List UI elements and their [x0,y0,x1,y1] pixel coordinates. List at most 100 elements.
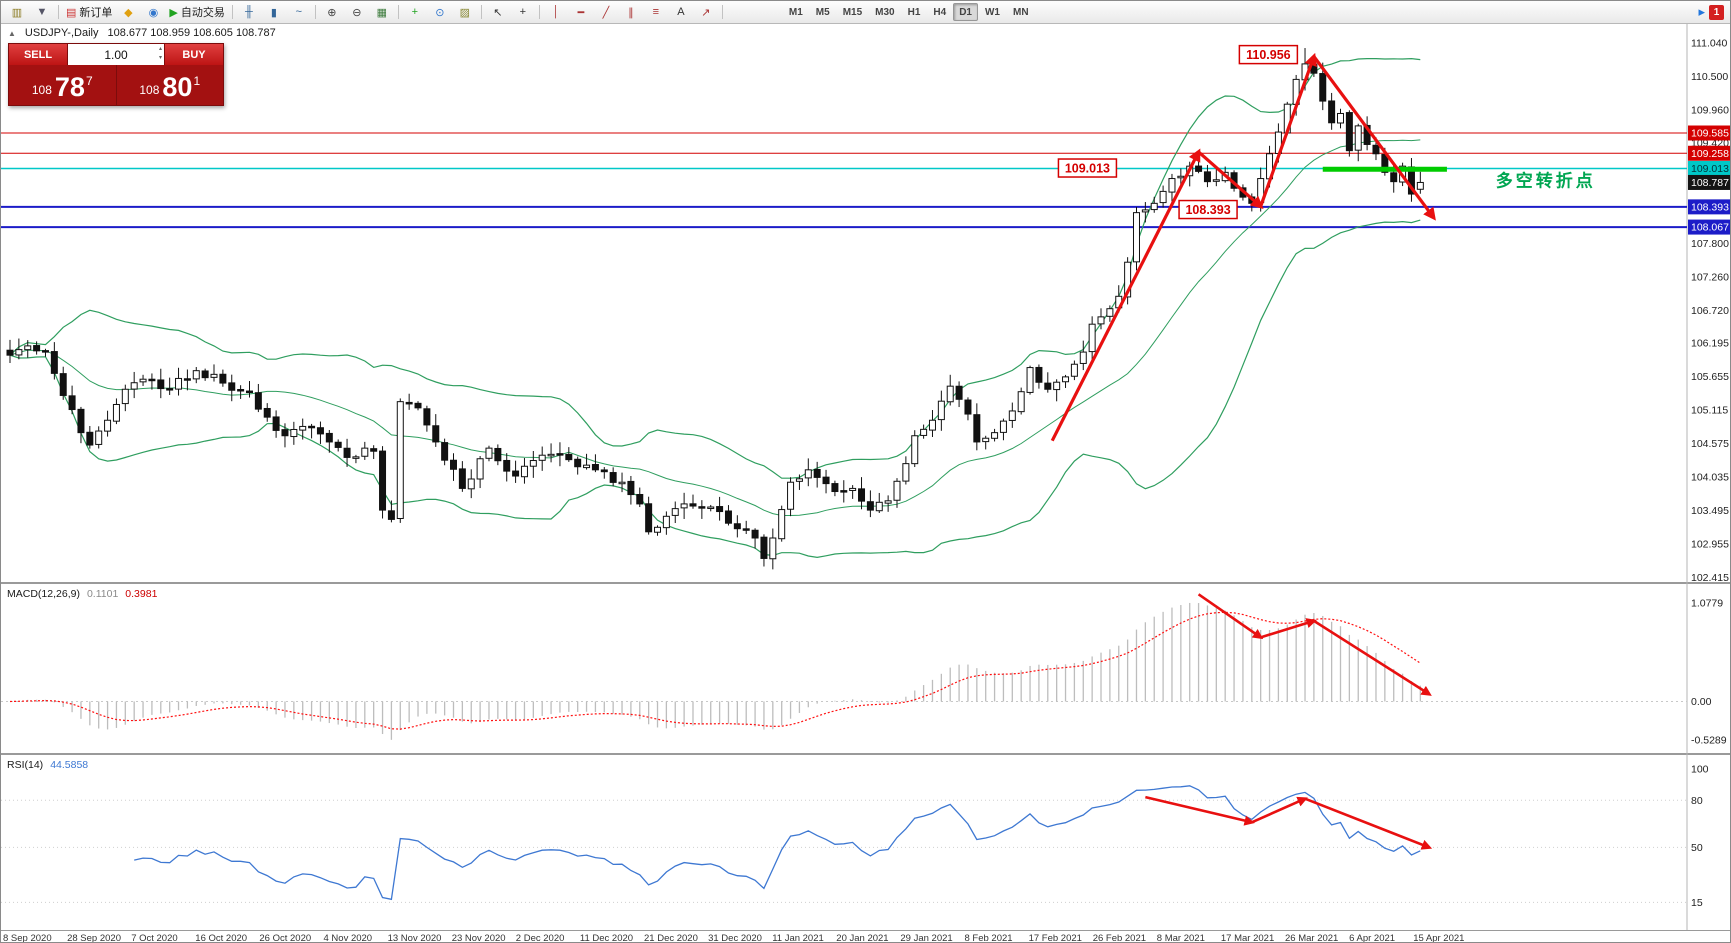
toolbar-separator [58,5,59,19]
rsi-name: RSI(14) [7,759,44,771]
price-axis-label: 109.960 [1691,104,1729,116]
trendline-button[interactable]: ╱ [594,2,618,22]
profiles-icon: ▼ [36,6,48,18]
zoom-out-button[interactable]: ⊖ [345,2,369,22]
vertical-line-button[interactable]: │ [544,2,568,22]
timeframe-m1-button[interactable]: M1 [788,6,803,18]
crosshair-button[interactable]: + [511,2,535,22]
timeframe-d1-button[interactable]: D1 [953,3,978,21]
time-axis-label: 28 Sep 2020 [67,933,121,943]
trend-arrow-macd[interactable] [1313,619,1432,696]
trend-arrow-main[interactable] [1197,150,1264,209]
price-axis-badge-text: 108.393 [1691,201,1729,213]
chart-pointer-icon[interactable]: ▸ [1698,4,1705,19]
one-click-toggle-icon[interactable]: ▲ [8,28,16,38]
zoom-in-icon: ⊕ [327,6,337,19]
time-axis-label: 13 Nov 2020 [388,933,442,943]
price-tag-text: 109.013 [1065,162,1110,176]
channel-button[interactable]: ∥ [619,2,643,22]
time-axis-label: 8 Sep 2020 [3,933,52,943]
volume-down-icon[interactable]: ▾ [158,55,162,61]
trend-arrow-main[interactable] [1050,148,1201,442]
time-axis-label: 21 Dec 2020 [644,933,698,943]
price-axis-label: 106.195 [1691,338,1729,350]
time-axis-label: 17 Feb 2021 [1029,933,1082,943]
timeframe-m15-button[interactable]: M15 [842,6,863,18]
time-axis-label: 6 Apr 2021 [1349,933,1395,943]
macd-axis-label: 1.0779 [1691,597,1723,609]
timeframe-w1-button[interactable]: W1 [984,6,1000,18]
timeframe-m5-button[interactable]: M5 [815,6,830,18]
arrows-button[interactable]: ↗ [694,2,718,22]
scripts-button[interactable]: ◉ [141,2,165,22]
rsi-axis-label: 15 [1691,897,1703,909]
trend-arrow-rsi[interactable] [1304,797,1433,850]
volume-field[interactable]: 1.00 ▴ ▾ [67,44,165,65]
turning-point-annotation[interactable]: 多空转折点 [1496,171,1596,191]
toolbar-separator [538,5,540,19]
new-order-button-label: 新订单 [79,7,113,19]
templates-button[interactable]: ▨ [453,2,477,22]
time-axis-label: 8 Mar 2021 [1157,933,1205,943]
sell-price-pips: 78 [54,72,85,102]
price-tag-text: 110.956 [1246,48,1291,62]
sell-price-point: 7 [85,74,93,88]
price-axis-label: 111.040 [1691,37,1728,49]
chart-count-badge[interactable]: 1 [1709,4,1724,20]
sell-button[interactable]: SELL [9,44,67,65]
time-axis-label: 15 Apr 2021 [1413,933,1464,943]
trend-arrow-main[interactable] [1312,55,1436,221]
timeframe-m30-button[interactable]: M30 [875,6,895,18]
auto-trading-button[interactable]: ▶ 自动交易 [166,2,227,22]
timeframe-h4-button[interactable]: H4 [933,6,947,18]
price-axis-badge [1688,174,1730,190]
cycles-button[interactable]: ⊙ [428,2,452,22]
buy-button[interactable]: BUY [165,44,223,65]
price-axis-badge-text: 108.067 [1691,222,1729,234]
time-axis-label: 20 Jan 2021 [836,933,888,943]
bar-chart-mode-button[interactable]: ╫ [237,2,261,22]
time-axis-label: 23 Nov 2020 [452,933,506,943]
volume-up-icon[interactable]: ▴ [158,46,162,52]
line-chart-mode-button[interactable]: ~ [287,2,311,22]
trend-arrow-macd[interactable] [1260,618,1317,639]
trend-arrow-main[interactable] [1259,52,1317,207]
buy-price[interactable]: 108 80 1 [117,65,224,105]
text-button[interactable]: A [669,2,693,22]
fibonacci-button[interactable]: ≡ [644,2,668,22]
indicators-button[interactable]: + [403,2,427,22]
trend-arrow-rsi[interactable] [1251,796,1308,824]
buy-price-pips: 80 [162,72,193,102]
toolbar-separator [721,5,723,19]
volume-spinner[interactable]: ▴ ▾ [159,45,162,63]
rsi-indicator-label: RSI(14) 44.5858 [7,759,88,771]
indicators-icon: + [411,6,419,18]
horizontal-line-button[interactable]: ━ [569,2,593,22]
zoom-in-button[interactable]: ⊕ [320,2,344,22]
trend-arrow-macd[interactable] [1197,593,1264,640]
timeframe-mn-button[interactable]: MN [1012,6,1029,18]
trend-arrow-rsi[interactable] [1145,795,1255,826]
price-tag-box[interactable] [1238,44,1299,65]
bollinger-lower-line [9,219,1421,559]
tile-windows-button[interactable]: ▦ [370,2,394,22]
toolbar-separator [231,5,233,19]
macd-main-value: 0.1101 [86,588,119,600]
profiles-button[interactable]: ▼ [30,2,54,22]
price-tag-box[interactable] [1057,158,1118,178]
channel-icon: ∥ [628,6,634,19]
price-axis-badge-text: 109.258 [1691,148,1729,160]
expert-advisors-button[interactable]: ◆ [116,2,140,22]
sell-price[interactable]: 108 78 7 [9,65,117,105]
price-tag-box[interactable] [1178,199,1238,220]
cursor-button[interactable]: ↖ [486,2,510,22]
new-chart-button[interactable]: ▥ [5,2,29,22]
toolbar-separator [480,5,482,19]
new-order-button[interactable]: ▤ 新订单 [63,2,115,22]
time-axis-label: 26 Oct 2020 [259,933,311,943]
time-axis-label: 4 Nov 2020 [324,933,373,943]
timeframe-h1-button[interactable]: H1 [907,6,921,18]
price-axis-label: 105.655 [1691,371,1729,383]
candlestick-chart-mode-button[interactable]: ▮ [262,2,286,22]
